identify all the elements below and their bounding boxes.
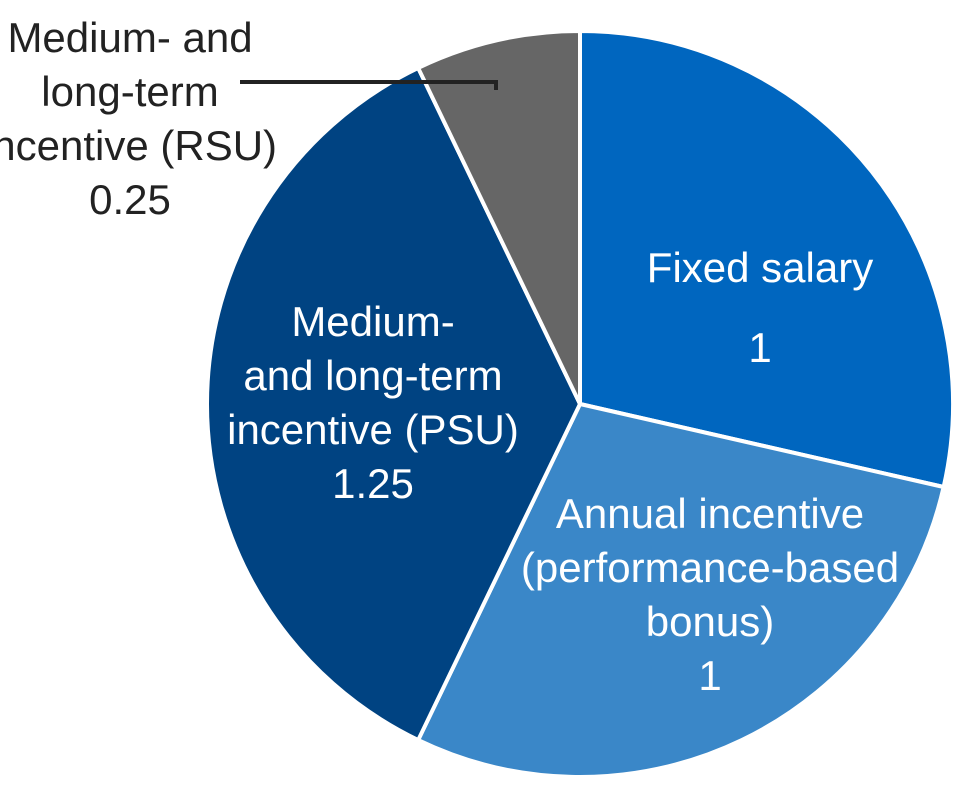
slice-label-line: Medium- and xyxy=(7,14,252,61)
pie-slice-3 xyxy=(416,29,582,406)
slice-label-line: Annual incentive xyxy=(556,490,864,537)
slice-label-line: Fixed salary xyxy=(647,244,873,291)
pie-slice-2 xyxy=(205,65,582,743)
pie-slices xyxy=(205,29,955,779)
slice-label-line: long-term xyxy=(41,68,218,115)
slice-label-group-3: Medium- and long-term incentive (RSU) 0.25 xyxy=(0,14,277,223)
slice-label-group-0: Fixed salary 1 xyxy=(647,244,873,371)
leader-lines xyxy=(240,80,498,90)
slice-label-group-2: Medium-and long-term incentive (PSU) 1.25 xyxy=(227,298,519,507)
slice-value-label: 1 xyxy=(748,324,771,371)
slice-label-line: incentive (PSU) xyxy=(227,406,519,453)
slice-label-line: and long-term xyxy=(243,352,502,399)
pie-slice-1 xyxy=(416,402,946,779)
slice-value-label: 1.25 xyxy=(332,460,414,507)
slice-label-line: (performance-based xyxy=(521,544,899,591)
slice-value-label: 0.25 xyxy=(89,176,171,223)
pie-slice-0 xyxy=(578,29,955,489)
slice-label-line: incentive (RSU) xyxy=(0,122,277,169)
slice-labels: Fixed salary 1 Annual incentive (performanc… xyxy=(0,14,899,699)
slice-value-label: 1 xyxy=(698,652,721,699)
leader-line-rsu xyxy=(240,80,498,90)
slice-label-line: bonus) xyxy=(646,598,774,645)
slice-label-group-1: Annual incentive (performance-based bonus)… xyxy=(521,490,899,699)
slice-label-line: Medium- xyxy=(291,298,454,345)
